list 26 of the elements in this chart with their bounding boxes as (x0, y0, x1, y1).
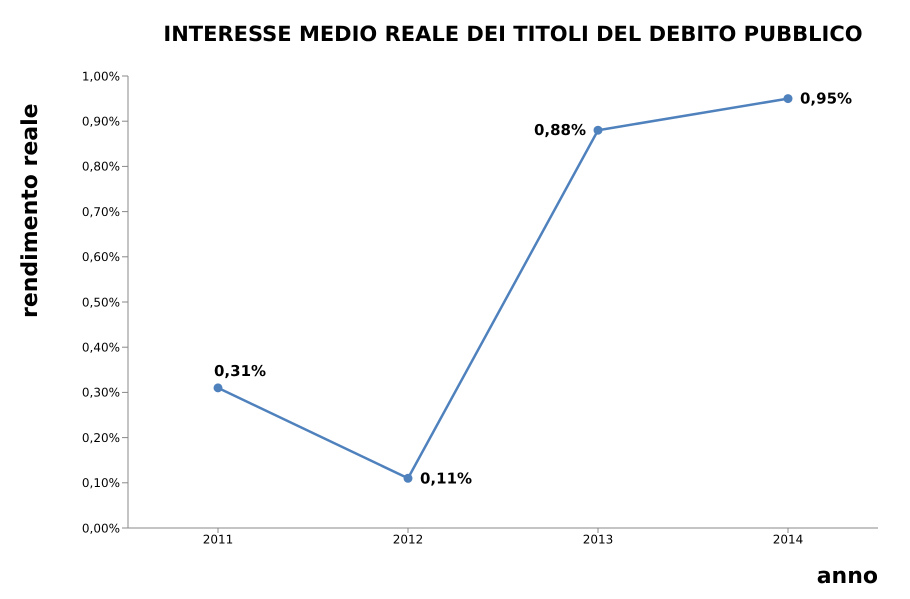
point (784, 94, 792, 104)
y-tick-label: 0,50% (82, 295, 120, 310)
x-tick-label: 2014 (772, 532, 804, 547)
y-tick-label: 0,80% (82, 160, 120, 174)
x-tick-label: 2012 (392, 532, 424, 547)
y-tick-label: 0,40% (82, 340, 120, 354)
y-tick-label: 1,00% (82, 69, 120, 84)
y-tick-label: 0,20% (82, 430, 120, 445)
y-tick-label: 0,60% (82, 250, 120, 264)
data-label: 0,95% (800, 90, 852, 108)
point (214, 383, 222, 392)
data-label: 0,11% (420, 469, 472, 488)
y-axis-title: rendimento reale (18, 103, 43, 318)
point (404, 474, 412, 483)
y-tick-label: 0,70% (82, 204, 120, 219)
y-tick-label: 0,90% (82, 114, 120, 128)
point (594, 126, 602, 135)
data-label: 0,88% (534, 121, 586, 140)
x-tick-label: 2013 (582, 532, 614, 547)
chart-title: INTERESSE MEDIO REALE DEI TITOLI DEL DEBITO PUBBLICO (162, 22, 864, 46)
data-label: 0,31% (214, 362, 266, 380)
x-axis-title: anno (816, 564, 878, 589)
y-tick-label: 0,10% (82, 476, 120, 490)
x-tick-label: 2011 (202, 532, 234, 547)
y-tick-label: 0,00% (82, 521, 120, 536)
y-tick-label: 0,30% (82, 386, 120, 400)
